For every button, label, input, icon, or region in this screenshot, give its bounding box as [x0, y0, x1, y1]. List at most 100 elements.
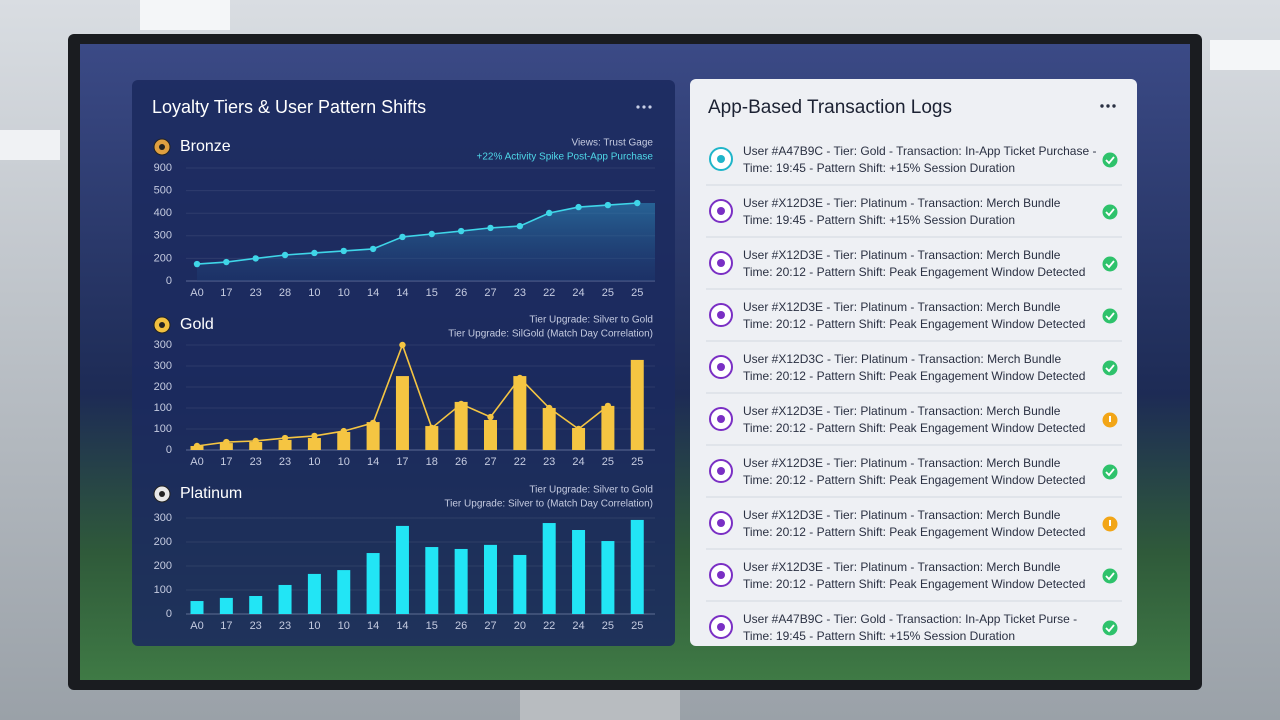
y-tick-label: 200 — [154, 381, 172, 393]
x-tick-label: 14 — [367, 456, 379, 468]
log-text: User #X12D3E - Tier: Platinum - Transact… — [743, 300, 1061, 314]
log-text: Time: 20:12 - Pattern Shift: Peak Engage… — [743, 265, 1085, 279]
bar — [395, 525, 409, 614]
y-tick-label: 100 — [154, 584, 172, 596]
status-icon — [1102, 308, 1118, 324]
log-text: Time: 19:45 - Pattern Shift: +15% Sessio… — [743, 161, 1015, 175]
menu-icon[interactable] — [636, 105, 652, 109]
x-tick-label: 10 — [308, 620, 320, 632]
x-tick-label: 25 — [631, 620, 643, 632]
y-tick-label: 0 — [166, 275, 172, 287]
x-tick-label: 15 — [426, 287, 438, 299]
status-icon — [1105, 468, 1115, 477]
y-tick-label: 0 — [166, 608, 172, 620]
bar — [395, 376, 409, 450]
data-point — [281, 251, 289, 259]
data-point — [311, 249, 318, 257]
data-point — [369, 245, 377, 253]
x-tick-label: 20 — [514, 620, 526, 632]
y-tick-label: 200 — [154, 252, 172, 264]
bar — [542, 523, 556, 614]
log-text: Time: 19:45 - Pattern Shift: +15% Sessio… — [743, 213, 1015, 227]
row-icon — [717, 467, 725, 475]
row-icon — [717, 155, 725, 163]
row-icon — [717, 519, 725, 527]
x-tick-label: 10 — [338, 287, 350, 299]
x-tick-label: 17 — [220, 456, 232, 468]
bar — [484, 419, 497, 450]
log-text: User #X12D3E - Tier: Platinum - Transact… — [743, 196, 1061, 210]
data-point — [604, 402, 612, 410]
data-point — [193, 442, 201, 450]
status-icon — [1105, 572, 1115, 581]
x-tick-label: 24 — [572, 287, 584, 299]
log-text: User #X12D3E - Tier: Platinum - Transact… — [743, 456, 1061, 470]
bar — [249, 442, 263, 450]
row-icon — [717, 363, 725, 371]
x-tick-label: 24 — [572, 456, 584, 468]
ceiling-light — [1210, 40, 1280, 70]
bar — [278, 439, 292, 450]
data-point — [487, 224, 494, 232]
y-tick-label: 900 — [154, 162, 172, 174]
data-point — [311, 432, 318, 440]
x-tick-label: 25 — [602, 456, 614, 468]
x-tick-label: A0 — [190, 620, 203, 632]
y-tick-label: 100 — [154, 402, 172, 414]
x-tick-label: 14 — [367, 287, 379, 299]
menu-icon[interactable] — [1100, 104, 1116, 108]
status-icon — [1105, 312, 1115, 321]
data-point — [399, 341, 406, 349]
bar — [601, 541, 615, 614]
x-tick-label: 23 — [250, 287, 262, 299]
data-point — [252, 437, 259, 445]
x-tick-label: 26 — [455, 620, 467, 632]
data-point — [457, 227, 465, 235]
data-point — [428, 230, 435, 238]
data-point — [340, 427, 347, 435]
x-tick-label: 25 — [602, 287, 614, 299]
row-icon — [717, 207, 725, 215]
annotation: Tier Upgrade: Silver to (Match Day Corre… — [444, 499, 653, 510]
log-text: Time: 19:45 - Pattern Shift: +15% Sessio… — [743, 629, 1015, 643]
bar — [249, 596, 263, 614]
x-tick-label: 10 — [338, 620, 350, 632]
data-point — [223, 258, 230, 266]
x-tick-label: 10 — [338, 456, 350, 468]
tier-icon — [159, 491, 165, 497]
bar — [484, 544, 497, 614]
bar — [337, 431, 351, 450]
data-point — [546, 209, 553, 217]
data-point — [546, 404, 553, 412]
status-icon — [1109, 416, 1111, 422]
bar — [513, 554, 527, 614]
status-icon — [1102, 152, 1118, 168]
status-icon — [1102, 204, 1118, 220]
data-point — [281, 434, 289, 442]
x-tick-label: 17 — [396, 456, 408, 468]
log-text: Time: 20:12 - Pattern Shift: Peak Engage… — [743, 525, 1085, 539]
y-tick-label: 0 — [166, 444, 172, 456]
area — [197, 203, 655, 281]
ceiling-light — [140, 0, 230, 30]
status-icon — [1102, 256, 1118, 272]
bar — [630, 359, 644, 450]
data-point — [575, 203, 582, 211]
data-point — [487, 413, 494, 421]
data-point — [340, 247, 347, 255]
annotation: Tier Upgrade: Silver to Gold — [529, 485, 653, 496]
tier-icon — [159, 322, 165, 328]
status-icon — [1102, 360, 1118, 376]
bar — [425, 547, 439, 614]
log-text: User #X12D3E - Tier: Platinum - Transact… — [743, 560, 1061, 574]
y-tick-label: 400 — [154, 207, 172, 219]
y-tick-label: 100 — [154, 423, 172, 435]
log-text: Time: 20:12 - Pattern Shift: Peak Engage… — [743, 369, 1085, 383]
log-text: User #A47B9C - Tier: Gold - Transaction:… — [743, 612, 1077, 626]
x-tick-label: 23 — [250, 456, 262, 468]
status-icon — [1102, 620, 1118, 636]
x-tick-label: 14 — [367, 620, 379, 632]
status-icon — [1102, 464, 1118, 480]
annotation: +22% Activity Spike Post-App Purchase — [477, 152, 654, 163]
data-point — [252, 255, 259, 262]
